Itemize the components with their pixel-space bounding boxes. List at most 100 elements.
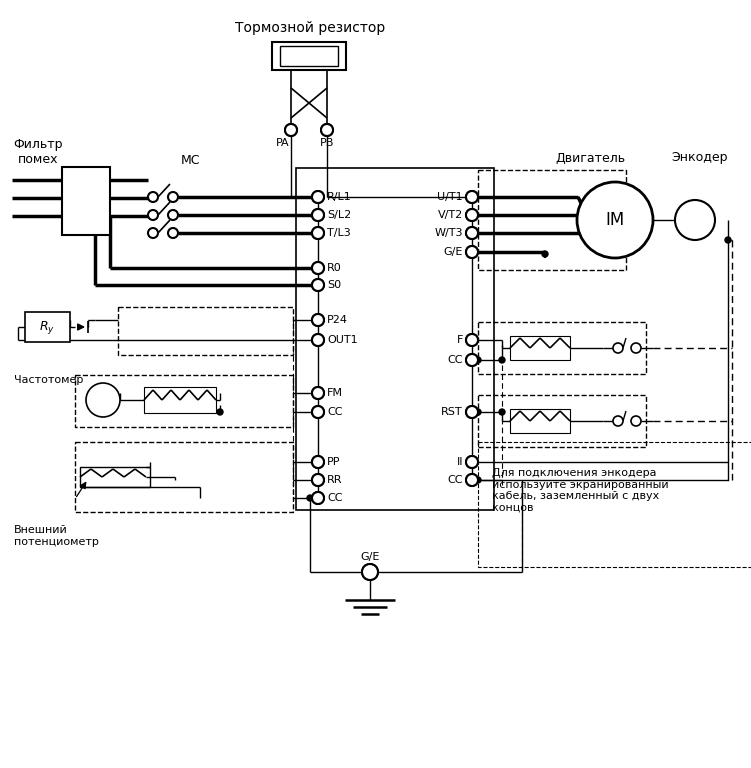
Bar bbox=[75, 442, 293, 512]
Text: G/E: G/E bbox=[360, 552, 380, 562]
Circle shape bbox=[542, 251, 548, 257]
Bar bbox=[478, 395, 646, 447]
Text: PA: PA bbox=[276, 138, 290, 148]
Circle shape bbox=[466, 191, 478, 203]
Circle shape bbox=[577, 182, 653, 258]
Text: G/E: G/E bbox=[444, 247, 463, 257]
Circle shape bbox=[86, 383, 120, 417]
Circle shape bbox=[475, 357, 481, 363]
Bar bbox=[272, 42, 346, 70]
Circle shape bbox=[466, 334, 478, 346]
Circle shape bbox=[285, 124, 297, 136]
Circle shape bbox=[312, 334, 324, 346]
Circle shape bbox=[148, 210, 158, 220]
Circle shape bbox=[312, 387, 324, 399]
Text: Внешний
потенциометр: Внешний потенциометр bbox=[14, 525, 99, 547]
Text: IM: IM bbox=[605, 211, 625, 229]
Circle shape bbox=[312, 474, 324, 486]
Circle shape bbox=[475, 409, 481, 415]
Circle shape bbox=[285, 124, 297, 136]
Bar bbox=[296, 168, 494, 510]
Circle shape bbox=[312, 262, 324, 274]
Circle shape bbox=[321, 124, 333, 136]
Bar bbox=[144, 387, 216, 413]
Text: Двигатель: Двигатель bbox=[555, 151, 625, 164]
Text: PB: PB bbox=[320, 138, 334, 148]
Bar bbox=[25, 312, 70, 342]
Circle shape bbox=[466, 246, 478, 258]
Circle shape bbox=[148, 228, 158, 238]
Circle shape bbox=[631, 416, 641, 426]
Circle shape bbox=[466, 406, 478, 418]
Text: U/T1: U/T1 bbox=[437, 192, 463, 202]
Text: Для подключения энкодера
используйте экранированный
кабель, заземленный с двух
к: Для подключения энкодера используйте экр… bbox=[492, 468, 668, 513]
Circle shape bbox=[148, 192, 158, 202]
Circle shape bbox=[312, 227, 324, 239]
Text: $R_y$: $R_y$ bbox=[39, 319, 55, 336]
Circle shape bbox=[312, 191, 324, 203]
Circle shape bbox=[466, 474, 478, 486]
Bar bbox=[80, 467, 150, 487]
Circle shape bbox=[312, 314, 324, 326]
Circle shape bbox=[321, 124, 333, 136]
Circle shape bbox=[466, 456, 478, 468]
Circle shape bbox=[312, 334, 324, 346]
Circle shape bbox=[466, 227, 478, 239]
Circle shape bbox=[466, 406, 478, 418]
Circle shape bbox=[312, 474, 324, 486]
Circle shape bbox=[499, 357, 505, 363]
Circle shape bbox=[315, 337, 321, 343]
Circle shape bbox=[466, 191, 478, 203]
Text: PP: PP bbox=[327, 457, 340, 467]
Bar bbox=[75, 375, 293, 427]
Circle shape bbox=[312, 456, 324, 468]
Text: CC: CC bbox=[448, 475, 463, 485]
Text: S0: S0 bbox=[327, 280, 341, 290]
Text: F: F bbox=[457, 335, 463, 345]
Circle shape bbox=[613, 343, 623, 353]
Circle shape bbox=[217, 409, 223, 415]
Text: OUT1: OUT1 bbox=[327, 335, 357, 345]
Bar bbox=[478, 322, 646, 374]
Bar bbox=[62, 167, 110, 235]
Circle shape bbox=[315, 495, 321, 501]
Bar bbox=[280, 46, 338, 66]
Circle shape bbox=[362, 564, 378, 580]
Text: R/L1: R/L1 bbox=[327, 192, 351, 202]
Text: CC: CC bbox=[448, 355, 463, 365]
Text: W/T3: W/T3 bbox=[435, 228, 463, 238]
Text: MC: MC bbox=[180, 154, 200, 167]
Bar bbox=[118, 307, 293, 355]
Circle shape bbox=[312, 279, 324, 291]
Text: CC: CC bbox=[327, 493, 342, 503]
Circle shape bbox=[168, 228, 178, 238]
Circle shape bbox=[475, 477, 481, 483]
Circle shape bbox=[466, 334, 478, 346]
Circle shape bbox=[499, 409, 505, 415]
Circle shape bbox=[466, 354, 478, 366]
Text: P24: P24 bbox=[327, 315, 348, 325]
Bar bbox=[478, 170, 626, 270]
Circle shape bbox=[466, 354, 478, 366]
Text: Фильтр
помех: Фильтр помех bbox=[14, 138, 63, 166]
Circle shape bbox=[466, 209, 478, 221]
Circle shape bbox=[725, 237, 731, 243]
Circle shape bbox=[312, 456, 324, 468]
Text: RST: RST bbox=[442, 407, 463, 417]
Circle shape bbox=[312, 492, 324, 504]
Circle shape bbox=[312, 406, 324, 418]
Circle shape bbox=[362, 564, 378, 580]
Circle shape bbox=[466, 209, 478, 221]
Circle shape bbox=[312, 227, 324, 239]
Text: RR: RR bbox=[327, 475, 342, 485]
Text: FM: FM bbox=[327, 388, 343, 398]
Text: Частотомер: Частотомер bbox=[14, 375, 83, 385]
Circle shape bbox=[312, 492, 324, 504]
Text: II: II bbox=[457, 457, 463, 467]
Circle shape bbox=[466, 456, 478, 468]
Text: S/L2: S/L2 bbox=[327, 210, 351, 220]
Circle shape bbox=[168, 192, 178, 202]
Text: T/L3: T/L3 bbox=[327, 228, 351, 238]
Bar bbox=[510, 409, 570, 433]
Bar bbox=[478, 442, 751, 567]
